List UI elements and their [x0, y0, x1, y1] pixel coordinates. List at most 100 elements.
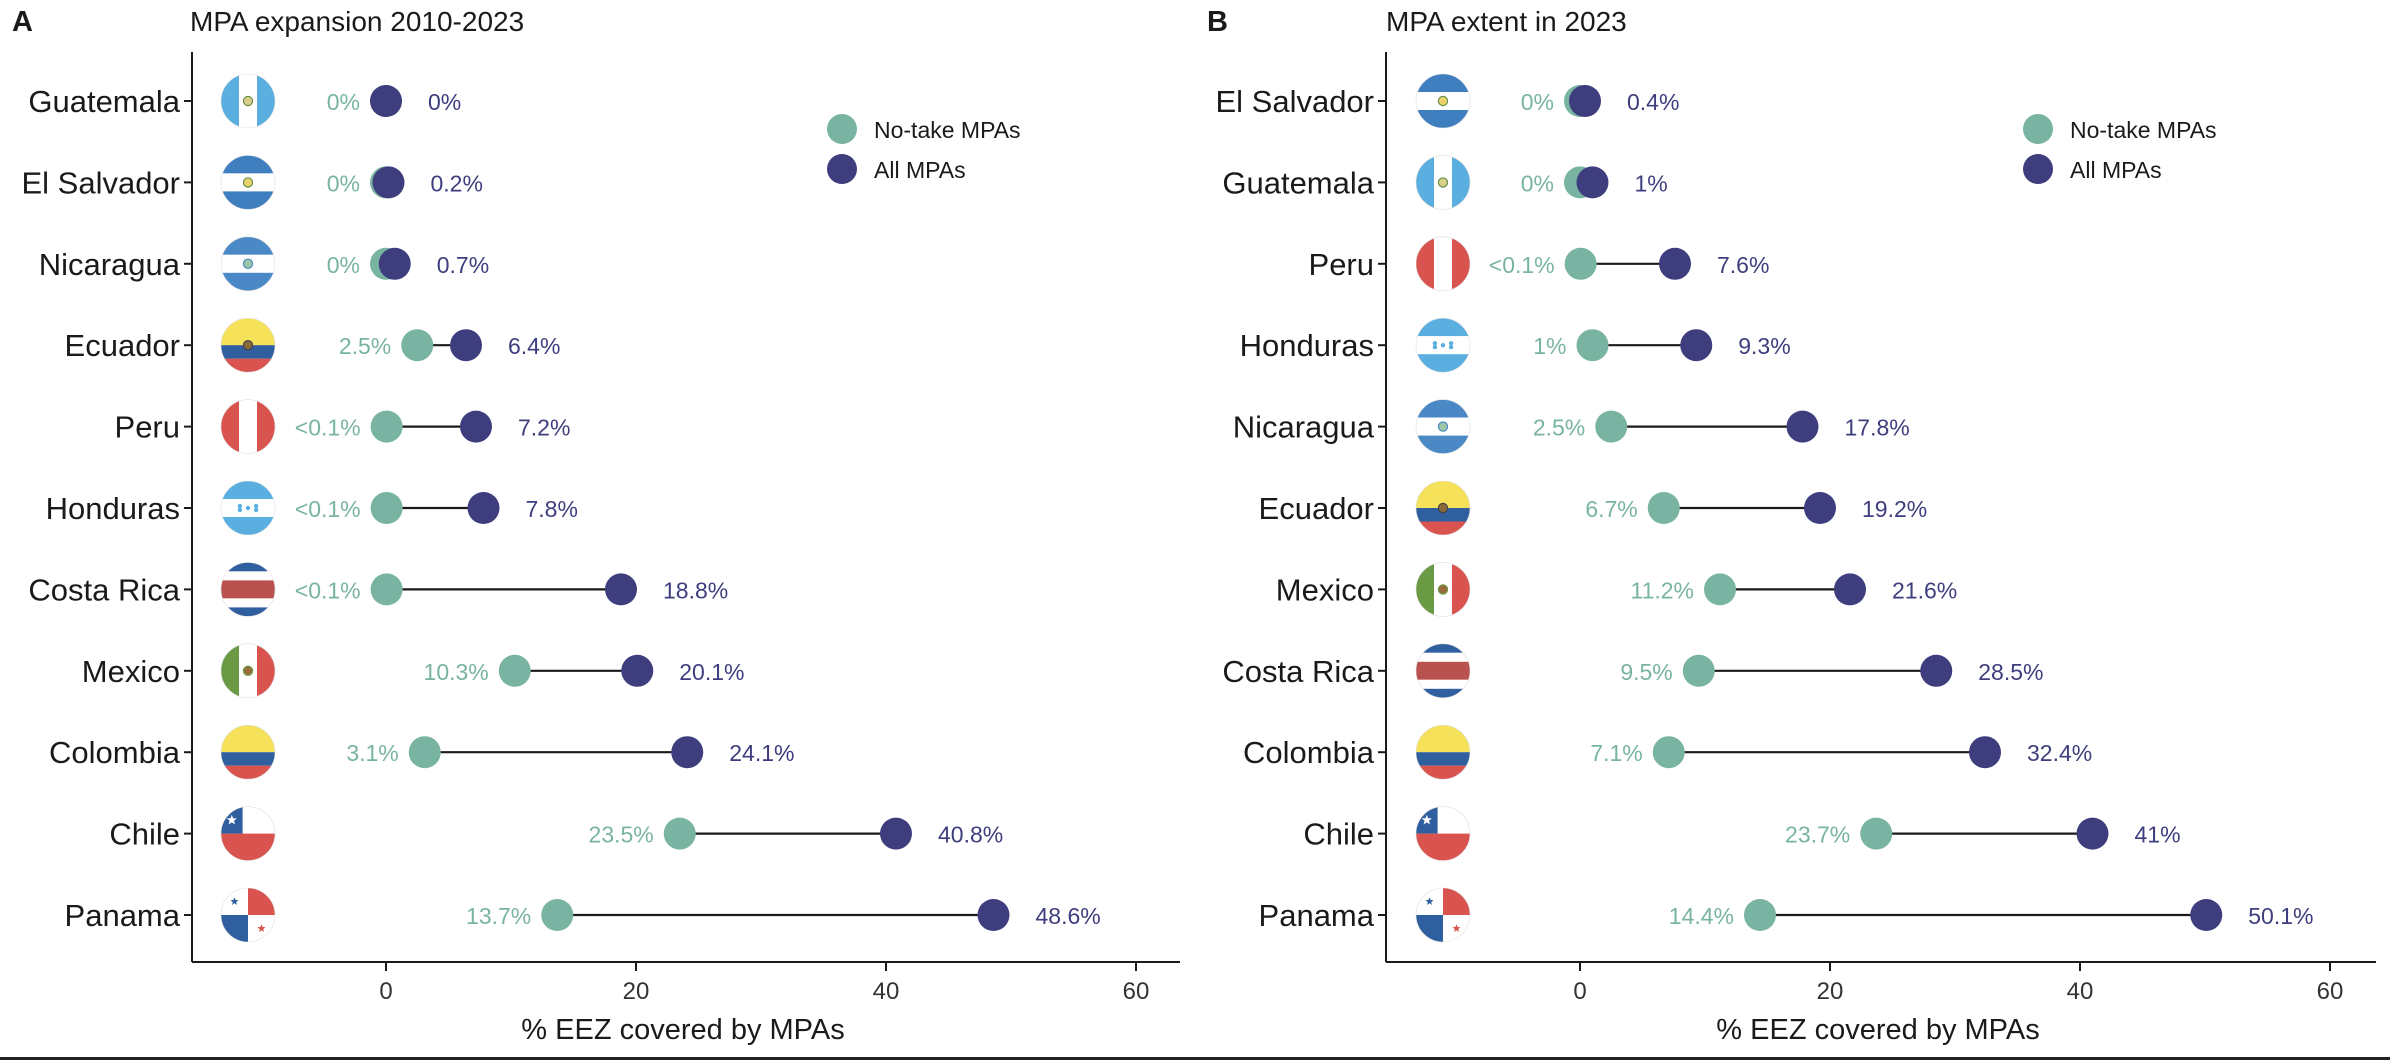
point-all-mpas — [671, 736, 704, 769]
el-salvador-flag-icon — [220, 155, 276, 210]
point-all-mpas — [1569, 85, 1601, 117]
label-no-take: <0.1% — [295, 496, 361, 522]
point-no-take — [1652, 736, 1685, 769]
x-tick-label: 20 — [623, 978, 650, 1005]
ecuador-flag-icon — [220, 317, 276, 373]
label-all-mpas: 24.1% — [729, 740, 794, 766]
label-all-mpas: 18.8% — [663, 577, 728, 603]
y-tick-label: Colombia — [49, 735, 181, 770]
label-all-mpas: 0.2% — [431, 170, 483, 196]
label-no-take: 6.7% — [1585, 496, 1637, 522]
ecuador-flag-icon — [1415, 480, 1471, 536]
x-axis-title: % EEZ covered by MPAs — [1716, 1014, 2039, 1046]
label-all-mpas: 0.7% — [437, 252, 489, 278]
honduras-flag-icon — [220, 480, 276, 536]
point-all-mpas — [450, 329, 482, 362]
y-tick-label: Panama — [1259, 898, 1375, 933]
point-no-take — [541, 899, 574, 931]
y-tick-label: Chile — [109, 817, 180, 852]
chart-row: Guatemala 0% 1% — [1222, 155, 1668, 210]
y-tick-label: Honduras — [46, 491, 180, 526]
colombia-flag-icon — [220, 724, 276, 780]
label-all-mpas: 20.1% — [679, 659, 744, 685]
chart-row: Costa Rica 9.5% 28.5% — [1222, 643, 2043, 699]
label-all-mpas: 32.4% — [2027, 740, 2092, 766]
mexico-flag-icon — [220, 643, 276, 699]
chart-row: Chile 23.7% 41% — [1303, 806, 2181, 861]
x-tick-label: 40 — [2067, 978, 2094, 1005]
x-tick-label: 20 — [1817, 978, 1844, 1005]
legend-label-all-mpas: All MPAs — [2070, 157, 2162, 183]
point-all-mpas — [1659, 247, 1691, 280]
label-no-take: 2.5% — [1533, 415, 1585, 441]
chart-row: Mexico 11.2% 21.6% — [1276, 562, 1957, 617]
point-all-mpas — [1969, 736, 2001, 769]
y-tick-label: Chile — [1303, 817, 1374, 852]
label-all-mpas: 1% — [1635, 170, 1668, 196]
honduras-flag-icon — [1415, 317, 1471, 373]
y-tick-label: Peru — [115, 410, 180, 445]
legend: No-take MPAs All MPAs — [2023, 114, 2217, 184]
label-no-take: 0% — [327, 170, 360, 196]
legend-swatch-no-take — [2023, 114, 2053, 144]
label-no-take: 10.3% — [424, 659, 489, 685]
chart-row: Nicaragua 2.5% 17.8% — [1233, 399, 1910, 454]
nicaragua-flag-icon — [220, 236, 276, 292]
point-no-take — [370, 573, 403, 606]
point-no-take — [1647, 492, 1680, 524]
legend-label-no-take: No-take MPAs — [2070, 117, 2217, 143]
chart-row: Peru <0.1% 7.2% — [115, 399, 570, 454]
label-no-take: 1% — [1533, 333, 1566, 359]
point-no-take — [370, 492, 403, 524]
label-all-mpas: 0% — [428, 89, 461, 115]
label-all-mpas: 21.6% — [1892, 577, 1957, 603]
point-all-mpas — [1680, 329, 1713, 362]
chart-row: Colombia 3.1% 24.1% — [49, 724, 794, 780]
label-no-take: 0% — [1521, 89, 1554, 115]
y-tick-label: Mexico — [1276, 572, 1374, 607]
label-no-take: 2.5% — [339, 333, 391, 359]
label-all-mpas: 48.6% — [1036, 903, 1101, 929]
chart-panel-b: B MPA extent in 2023 0 20 40 60 % EEZ covered … — [1207, 6, 2376, 1046]
chile-flag-icon — [1415, 806, 1471, 861]
point-all-mpas — [1804, 492, 1836, 524]
chart-row: Nicaragua 0% 0.7% — [39, 236, 489, 292]
y-tick-label: Guatemala — [28, 84, 180, 119]
point-all-mpas — [605, 573, 637, 606]
point-no-take — [370, 410, 403, 443]
peru-flag-icon — [1415, 236, 1471, 292]
point-all-mpas — [977, 899, 1010, 931]
label-all-mpas: 6.4% — [508, 333, 560, 359]
panama-flag-icon — [1415, 887, 1471, 943]
point-all-mpas — [880, 817, 912, 850]
point-all-mpas — [2076, 817, 2109, 850]
point-no-take — [663, 817, 696, 850]
label-no-take: 0% — [1521, 170, 1554, 196]
label-no-take: 0% — [327, 252, 360, 278]
x-tick-label: 0 — [379, 978, 392, 1005]
label-all-mpas: 9.3% — [1738, 333, 1790, 359]
point-no-take — [1704, 573, 1736, 606]
label-no-take: 7.1% — [1590, 740, 1642, 766]
label-all-mpas: 17.8% — [1845, 415, 1910, 441]
label-all-mpas: 7.8% — [526, 496, 578, 522]
point-no-take — [1682, 654, 1715, 687]
chart-row: Panama 13.7% 48.6% — [65, 887, 1101, 943]
x-tick-label: 40 — [873, 978, 900, 1005]
legend-swatch-all-mpas — [2023, 154, 2053, 184]
chart-title: MPA extent in 2023 — [1386, 6, 1627, 37]
chart-row: Ecuador 2.5% 6.4% — [65, 317, 560, 373]
y-tick-label: Mexico — [82, 654, 180, 689]
label-no-take: <0.1% — [1489, 252, 1555, 278]
y-tick-label: Nicaragua — [39, 247, 181, 282]
point-no-take — [1595, 410, 1628, 443]
y-tick-label: El Salvador — [21, 165, 180, 200]
mexico-flag-icon — [1415, 562, 1471, 617]
y-tick-label: El Salvador — [1215, 84, 1374, 119]
chart-row: Colombia 7.1% 32.4% — [1243, 724, 2092, 780]
label-all-mpas: 7.6% — [1717, 252, 1769, 278]
chart-row: Peru <0.1% 7.6% — [1309, 236, 1769, 292]
chart-row: Costa Rica <0.1% 18.8% — [28, 562, 728, 617]
point-all-mpas — [467, 492, 500, 524]
chile-flag-icon — [220, 806, 276, 861]
